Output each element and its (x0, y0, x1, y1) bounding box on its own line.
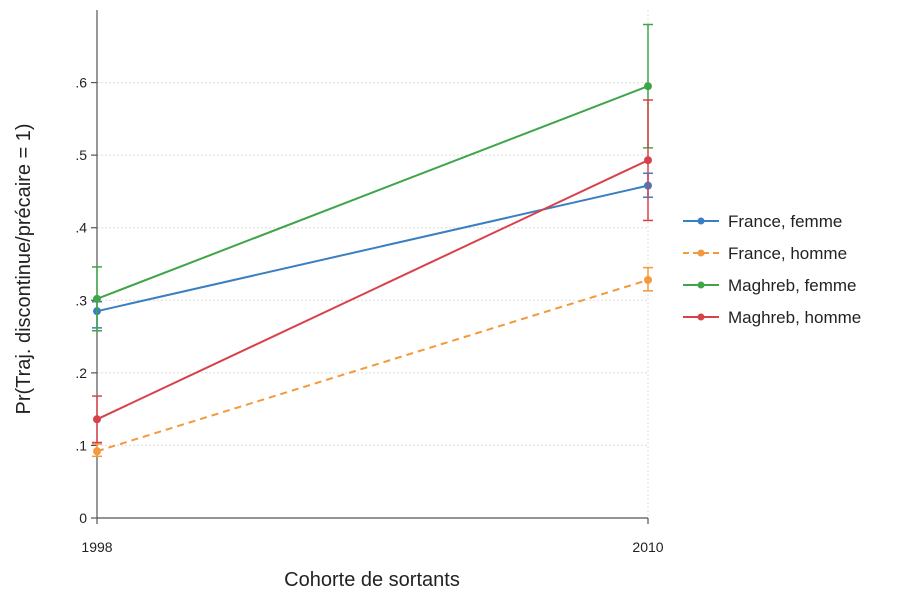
legend-item: Maghreb, femme (683, 276, 857, 295)
y-tick-label: 0 (79, 510, 87, 526)
data-point (93, 447, 101, 456)
legend-swatch-marker (697, 249, 705, 257)
data-point (644, 82, 652, 91)
data-point (644, 156, 652, 165)
legend-label: France, homme (728, 244, 847, 263)
grid (96, 10, 649, 519)
y-tick-label: .3 (75, 292, 87, 308)
legend-swatch-marker (697, 281, 705, 289)
legend-label: Maghreb, homme (728, 308, 861, 327)
legend-swatch-marker (697, 217, 705, 225)
x-tick-label: 2010 (632, 539, 663, 555)
x-ticks: 1998 2010 (81, 518, 664, 555)
x-axis-title: Cohorte de sortants (284, 569, 460, 591)
series-3 (92, 99, 653, 444)
legend-swatch-marker (697, 313, 705, 321)
data-point (93, 294, 101, 303)
legend-label: Maghreb, femme (728, 276, 857, 295)
series (92, 23, 653, 458)
y-axis-title: Pr(Traj. discontinue/précaire = 1) (13, 123, 35, 414)
legend-item: France, femme (683, 212, 842, 231)
series-line (96, 184, 649, 313)
legend-label: France, femme (728, 212, 842, 231)
series-line (96, 85, 649, 300)
x-tick-label: 1998 (81, 539, 112, 555)
legend: France, femme France, homme Maghreb, femme… (683, 212, 861, 327)
series-2 (92, 23, 653, 332)
series-line (96, 279, 649, 453)
y-tick-label: .1 (75, 437, 87, 453)
legend-item: Maghreb, homme (683, 308, 861, 327)
data-point (644, 275, 652, 284)
y-tick-label: .4 (75, 220, 87, 236)
legend-item: France, homme (683, 244, 847, 263)
series-1 (92, 266, 653, 458)
y-tick-label: .6 (75, 75, 87, 91)
axes (96, 10, 648, 519)
series-line (96, 159, 649, 421)
data-point (93, 415, 101, 424)
y-ticks: 0 .1 .2 .3 .4 .5 .6 (75, 75, 97, 526)
y-tick-label: .5 (75, 147, 87, 163)
y-tick-label: .2 (75, 365, 87, 381)
